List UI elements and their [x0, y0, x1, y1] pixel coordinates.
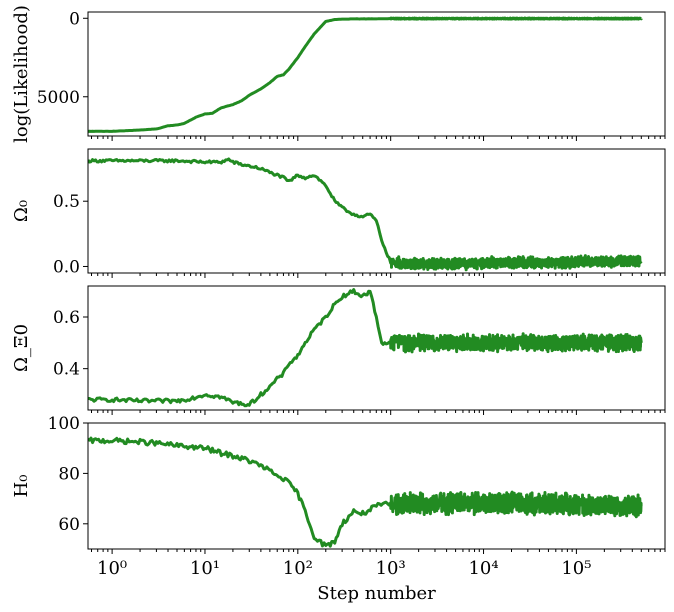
y-tick-label: 0 — [69, 9, 80, 29]
x-axis-label: Step number — [317, 583, 436, 604]
y-tick-label: 80 — [58, 464, 80, 484]
x-tick-label: 10⁵ — [561, 558, 591, 579]
axes-frame — [87, 422, 666, 550]
series-line — [88, 288, 643, 408]
y-tick-label: 0.4 — [53, 360, 80, 380]
y-axis-label: Ω_Ξ0 — [11, 324, 32, 372]
panel-2: 0.0 0.5 Ω₀ — [11, 148, 666, 278]
y-tick-label: 0.6 — [53, 308, 80, 328]
series-line — [88, 16, 643, 133]
series-line — [88, 157, 643, 272]
y-tick-label: 100 — [48, 414, 80, 434]
y-axis-label: Ω₀ — [11, 200, 32, 222]
x-tick-label: 10⁰ — [97, 558, 127, 579]
panel-4: 60 80 100 H₀ 10⁰ 10¹ 10² 10³ 10⁴ 10⁵ Step number — [11, 414, 666, 604]
y-axis-label: H₀ — [11, 475, 32, 498]
x-tick-label: 10² — [283, 558, 313, 579]
panel-3: 0.4 0.6 Ω_Ξ0 — [11, 285, 666, 415]
y-tick-label: 60 — [58, 515, 80, 535]
x-tick-label: 10³ — [376, 558, 406, 579]
axes-frame — [87, 11, 666, 137]
series-line — [88, 436, 643, 548]
y-tick-label: 0.5 — [53, 192, 80, 212]
y-tick-label: 0.0 — [53, 257, 80, 277]
y-tick-label: 5000 — [37, 88, 80, 108]
axes-frame — [87, 148, 666, 274]
y-axis-label: log(Likelihood) — [11, 5, 32, 143]
x-tick-label: 10⁴ — [468, 558, 498, 579]
x-tick-label: 10¹ — [190, 558, 220, 579]
